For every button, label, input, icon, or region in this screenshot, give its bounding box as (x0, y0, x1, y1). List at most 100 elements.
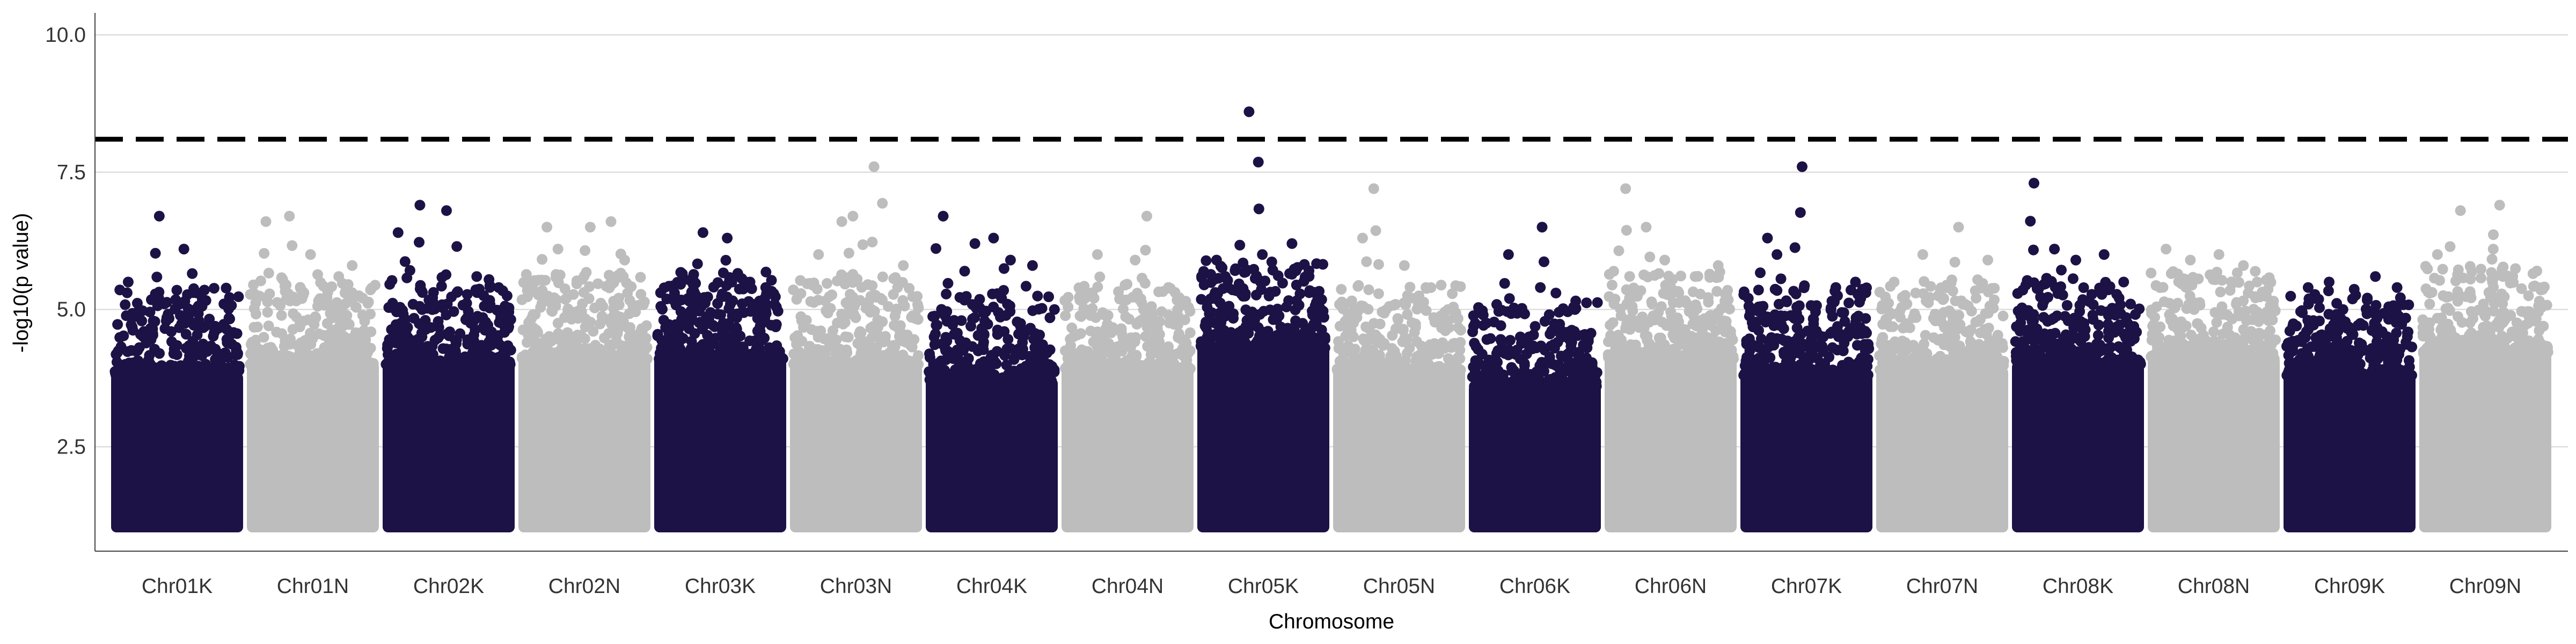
snp-point (1467, 371, 1478, 383)
snp-point (427, 340, 438, 352)
snp-point (413, 358, 425, 370)
snp-point (1236, 325, 1248, 336)
snp-point (1363, 284, 1374, 295)
snp-point (897, 277, 908, 288)
snp-point (447, 358, 457, 369)
snp-point (1269, 342, 1280, 354)
snp-point (1745, 369, 1757, 380)
snp-point (954, 371, 965, 382)
snp-point (1972, 274, 1983, 286)
snp-point (462, 339, 473, 350)
snp-point (1946, 338, 1957, 349)
snp-point (1208, 290, 1219, 302)
snp-point (1581, 297, 1592, 309)
snp-point (1068, 331, 1079, 342)
snp-peak-point (260, 216, 272, 227)
snp-point (961, 291, 972, 302)
snp-point (1240, 288, 1251, 299)
chromosome-bulk-Chr06K (1469, 383, 1601, 533)
snp-peak-point (1762, 232, 1773, 244)
snp-point (789, 332, 801, 343)
chromosome-bulk-Chr06N (1605, 356, 1737, 533)
snp-point (523, 352, 534, 362)
snp-point (357, 310, 368, 321)
snp-points (109, 106, 2553, 392)
snp-point (523, 329, 533, 340)
snp-point (499, 350, 510, 361)
snp-point (560, 294, 571, 305)
snp-point (1129, 336, 1140, 347)
snp-point (1370, 225, 1381, 236)
snp-point (1877, 334, 1888, 346)
snp-point (361, 346, 372, 357)
snp-peak-point (1536, 222, 1548, 233)
snp-point (478, 290, 489, 301)
snp-peak-point (1659, 254, 1670, 266)
snp-point (941, 288, 952, 299)
snp-point (1908, 340, 1919, 351)
snp-point (1967, 346, 1979, 357)
snp-point (718, 328, 729, 340)
snp-point (1805, 300, 1817, 311)
snp-point (1638, 269, 1650, 281)
snp-peak-point (122, 276, 134, 288)
snp-point (688, 269, 699, 280)
snp-point (1082, 346, 1093, 357)
snp-point (1481, 334, 1492, 345)
snp-point (1890, 336, 1900, 347)
snp-point (912, 299, 923, 310)
snp-point (436, 281, 447, 292)
snp-point (1122, 279, 1133, 290)
snp-point (722, 337, 733, 348)
snp-point (1646, 298, 1658, 310)
snp-point (457, 299, 469, 311)
snp-peak-point (1830, 282, 1841, 293)
snp-point (756, 352, 767, 363)
snp-point (1930, 364, 1941, 375)
snp-point (223, 312, 235, 324)
snp-point (1552, 336, 1563, 348)
snp-peak-point (552, 244, 564, 255)
snp-point (350, 302, 362, 313)
snp-peak-point (1421, 282, 1431, 293)
snp-point (228, 327, 239, 338)
snp-point (1277, 277, 1288, 289)
snp-peak-point (1130, 254, 1141, 266)
snp-point (819, 295, 831, 306)
snp-point (397, 342, 408, 353)
snp-point (343, 319, 355, 330)
snp-point (865, 306, 876, 318)
snp-point (1769, 283, 1781, 295)
snp-point (824, 339, 835, 350)
snp-point (233, 291, 244, 302)
snp-peak-point (988, 232, 999, 244)
snp-peak-point (847, 210, 859, 222)
snp-point (1508, 365, 1519, 376)
snp-point (131, 298, 143, 309)
snp-peak-point (1141, 210, 1152, 222)
snp-point (609, 275, 620, 286)
snp-point (669, 353, 680, 364)
snp-peak-point (1172, 293, 1183, 304)
snp-point (1761, 351, 1772, 362)
snp-point (940, 354, 952, 365)
snp-point (998, 285, 1009, 296)
snp-peak-point (697, 227, 708, 238)
snp-point (1563, 364, 1575, 375)
snp-point (263, 320, 274, 332)
snp-point (723, 318, 734, 329)
snp-point (1240, 304, 1252, 316)
snp-point (1679, 324, 1690, 335)
snp-peak-point (1620, 183, 1631, 194)
snp-point (1145, 349, 1157, 360)
snp-point (568, 289, 579, 300)
snp-point (1140, 331, 1151, 342)
snp-point (149, 316, 160, 327)
snp-point (380, 358, 392, 370)
snp-point (1563, 348, 1575, 359)
snp-point (1249, 273, 1261, 284)
snp-point (1455, 325, 1466, 336)
snp-point (1556, 377, 1568, 389)
snp-point (1755, 267, 1766, 279)
